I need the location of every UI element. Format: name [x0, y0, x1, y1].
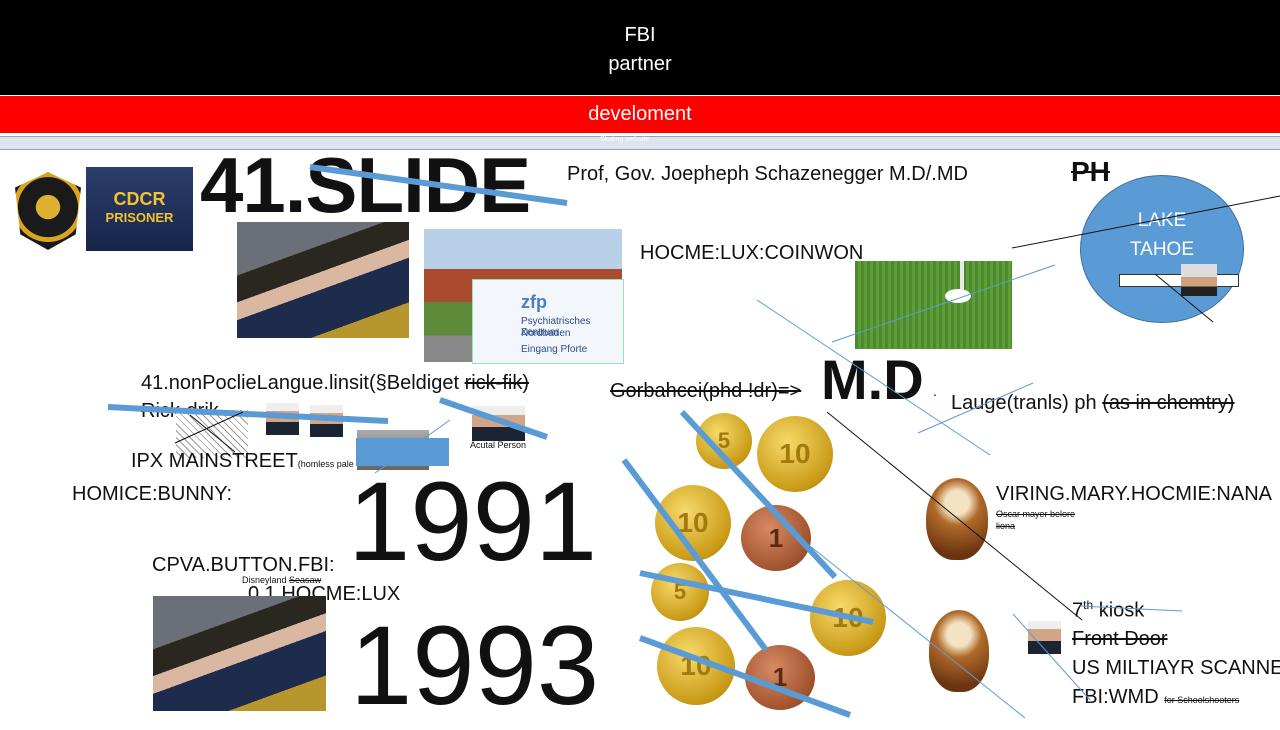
red-bar[interactable]: develoment	[0, 96, 1280, 133]
ph-label: PH	[1071, 156, 1110, 187]
actual-person-caption: Acutal Person	[470, 440, 527, 450]
header-title-line1: FBI	[624, 24, 656, 46]
kiosk-suffix: th	[1083, 598, 1094, 612]
coin-strike-1	[679, 409, 838, 580]
cdcr-text: CDCR	[113, 189, 166, 209]
thin-line-5	[1079, 605, 1183, 612]
md-big: M.D	[821, 348, 924, 411]
thin-bar-label: Skating website	[600, 136, 650, 143]
circle-person-photo	[1181, 264, 1217, 296]
slide-strike	[309, 164, 568, 206]
lauge-main: Lauge(tranls) ph	[951, 392, 1097, 414]
lauge-struck: (as in chemtry)	[1102, 392, 1235, 414]
kiosk-word: kiosk	[1098, 599, 1145, 622]
oscar-line1: Oscar mayer belore	[996, 509, 1076, 519]
sketch-image	[176, 410, 248, 458]
slide-title: 41.SLIDE	[200, 141, 531, 229]
header-bar: FBI partner	[0, 0, 1280, 95]
nonpolice-line: 41.nonPoclieLangue.linsit(§Beldiget rick…	[141, 372, 529, 395]
year-1991: 1991	[348, 459, 598, 584]
prisoner-text: PRISONER	[105, 210, 174, 225]
sign-logo: zfp	[521, 292, 547, 312]
blue-rect	[356, 438, 449, 466]
disneyland-main: Disneyland	[242, 575, 287, 585]
king-photo-2	[153, 596, 326, 711]
coin-strike-3	[639, 570, 874, 625]
cdcr-prisoner-photo: CDCR PRISONER	[86, 167, 193, 251]
sign-line3: Eingang Pforte	[521, 344, 588, 355]
homice-bunny: HOMICE:BUNNY:	[72, 483, 233, 505]
cdcr-badge-icon	[15, 172, 81, 250]
coin-strike-4	[638, 635, 852, 718]
nonpolice-main: 41.nonPoclieLangue.linsit(§Beldiget	[141, 372, 460, 394]
ipx-small: (homless pale	[297, 459, 354, 469]
pretzel-bread-2	[929, 610, 989, 692]
viring-line: VIRING.MARY.HOCMIE:NANA	[996, 483, 1272, 505]
king-photo	[237, 222, 409, 338]
rick-strike	[107, 404, 389, 424]
thin-line-3	[917, 382, 1034, 434]
ipx-mainstreet: IPX MAINSTREET(homless pale	[131, 450, 354, 473]
disneyland-struck: Seasaw	[289, 575, 322, 585]
black-line-3	[826, 411, 1083, 621]
kiosk-number: 7	[1072, 599, 1084, 622]
golf-photo	[855, 261, 1012, 349]
black-line-4	[174, 411, 244, 444]
actual-strike	[439, 397, 548, 440]
header-title-line2: partner	[608, 53, 672, 75]
thin-line-2	[831, 264, 1056, 343]
thin-line-6	[1012, 613, 1091, 701]
hocme-coinwon: HOCME:LUX:COINWON	[640, 242, 864, 264]
thin-line-1	[756, 299, 991, 456]
coin-strike-2	[621, 458, 769, 652]
kiosk-label: 7th kiosk	[1072, 598, 1144, 623]
year-1993: 1993	[350, 603, 600, 728]
black-line-1	[1011, 195, 1280, 249]
oscar-line2: liona	[996, 521, 1016, 531]
golf-ball	[945, 289, 971, 303]
circle-line2: TAHOE	[1129, 239, 1195, 260]
fbi-wmd-small: for Schoolshooters	[1164, 695, 1240, 705]
cpva-button[interactable]: CPVA.BUTTON.FBI:	[152, 554, 335, 576]
lake-tahoe-circle[interactable]: LAKE TAHOE	[1080, 175, 1244, 323]
thin-bar: Skating website	[0, 136, 1280, 150]
ipx-main: IPX MAINSTREET	[131, 450, 298, 472]
fbi-wmd-line: FBI:WMD for Schoolshooters	[1072, 686, 1239, 709]
black-line-5	[189, 414, 236, 453]
lauge-line: Lauge(tranls) ph (as in chemtry)	[951, 392, 1234, 415]
disneyland-label: Disneyland Seasaw	[242, 575, 321, 585]
sign-line2: Nordbaden	[521, 328, 571, 339]
gorbachev-line: Gorbahcei(phd !dr)=>	[610, 380, 802, 402]
md-dot: .	[933, 383, 937, 399]
pretzel-bread-1	[926, 478, 988, 560]
black-line-2	[1154, 273, 1214, 323]
prof-line: Prof, Gov. Joepheph Schazenegger M.D/.MD	[567, 163, 968, 185]
thin-line-7	[374, 419, 451, 474]
coin-5: 5	[651, 563, 709, 621]
nonpolice-struck: rick-fik)	[464, 372, 530, 394]
sign-line1: Psychiatrisches Zentrum	[521, 316, 591, 338]
front-door: Front Door	[1072, 628, 1168, 650]
coin-10: 10	[757, 416, 833, 492]
clinic-sign-photo: zfp Psychiatrisches Zentrum Nordbaden Ei…	[472, 279, 624, 364]
thin-line-4	[789, 529, 1026, 719]
us-military-scanner: US MILTIAYR SCANNE	[1072, 657, 1280, 679]
fbi-wmd-main: FBI:WMD	[1072, 686, 1159, 708]
circle-line1: LAKE	[1137, 210, 1187, 231]
golf-pin	[960, 261, 964, 291]
